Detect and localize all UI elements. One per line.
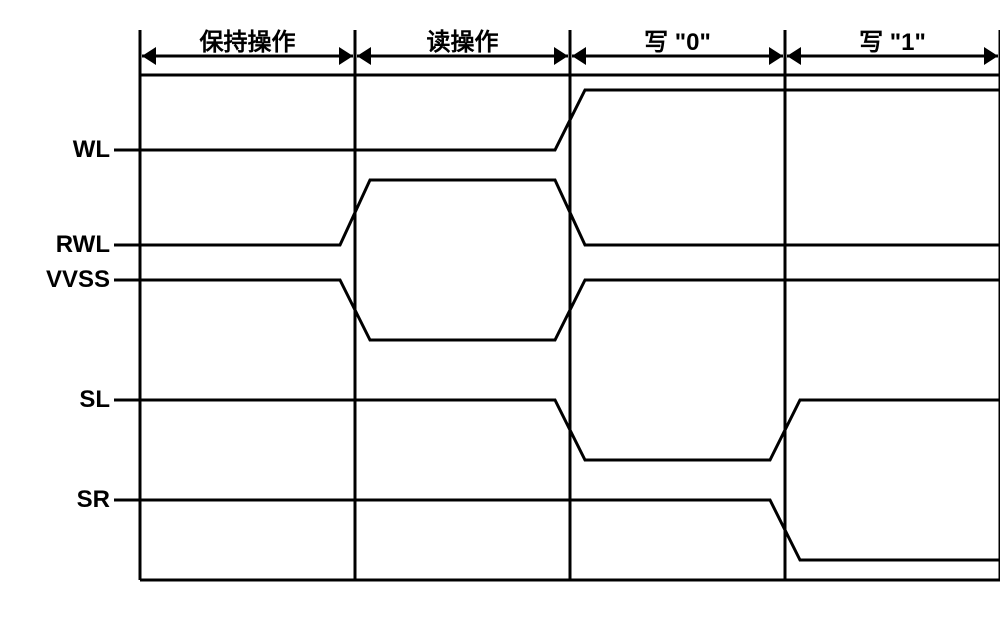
- svg-text:写 "1": 写 "1": [859, 29, 926, 56]
- svg-text:写 "0": 写 "0": [644, 29, 711, 56]
- svg-text:SR: SR: [77, 486, 110, 513]
- svg-text:读操作: 读操作: [427, 29, 499, 56]
- svg-text:保持操作: 保持操作: [199, 29, 296, 56]
- svg-text:SL: SL: [79, 386, 110, 413]
- svg-text:RWL: RWL: [56, 231, 110, 258]
- timing-diagram: 保持操作 读操作 写 "0" 写 "1" WL RWL VVSS SL SR: [20, 20, 1000, 600]
- svg-text:VVSS: VVSS: [46, 266, 110, 293]
- svg-text:WL: WL: [73, 136, 110, 163]
